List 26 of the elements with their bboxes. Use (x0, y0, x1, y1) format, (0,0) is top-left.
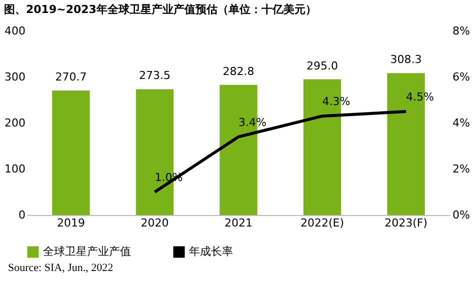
y2-tick-label: 4% (452, 116, 470, 130)
y-tick-label: 300 (4, 70, 26, 84)
bar (52, 90, 90, 215)
legend-label: 年成长率 (189, 245, 233, 258)
y-tick-label: 0 (18, 208, 26, 222)
x-tick-label: 2020 (140, 216, 169, 230)
chart-title: 图、2019~2023年全球卫星产业产值预估（单位：十亿美元） (4, 3, 316, 16)
source-note: Source: SIA, Jun., 2022 (7, 262, 114, 276)
data-label: 308.3 (390, 53, 422, 66)
line-series (153, 110, 408, 194)
y2-tick-label: 2% (452, 162, 470, 176)
legend-label: 全球卫星产业产值 (43, 245, 131, 258)
y2-tick-label: 6% (452, 70, 470, 84)
x-tick-label: 2021 (224, 216, 252, 230)
y-tick-label: 200 (4, 116, 26, 130)
x-tick-label: 2022(E) (300, 216, 344, 230)
y-tick-label: 100 (4, 162, 26, 176)
data-label: 273.5 (138, 69, 170, 82)
y2-tick-label: 0% (452, 208, 470, 222)
x-tick-label: 2023(F) (384, 216, 428, 230)
y-tick-label: 400 (4, 24, 26, 38)
data-label: 295.0 (306, 59, 338, 72)
data-label: 270.7 (55, 70, 87, 84)
x-tick-label: 2019 (56, 216, 85, 230)
data-label: 282.8 (222, 64, 254, 78)
y2-tick-label: 8% (452, 24, 470, 38)
